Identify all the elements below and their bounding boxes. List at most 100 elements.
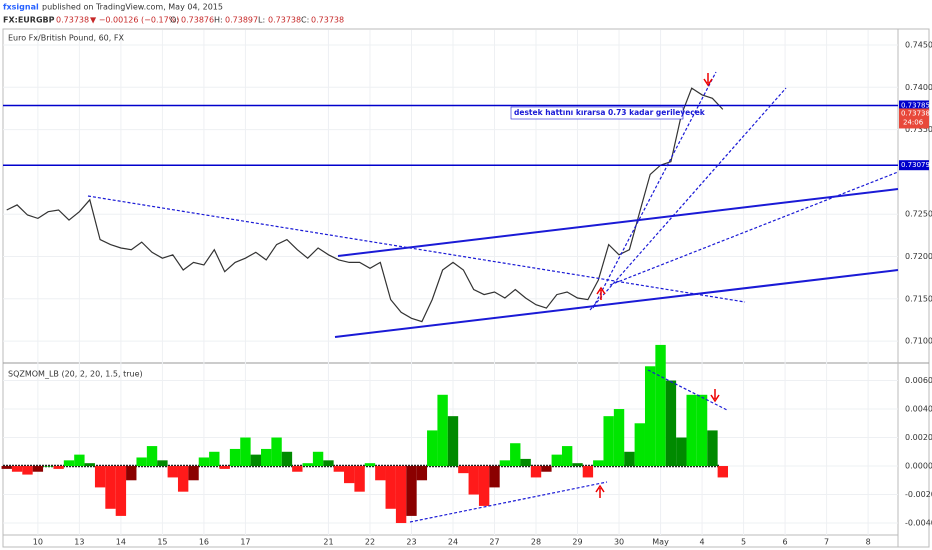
pane-title: Euro Fx/British Pound, 60, FX [8,34,124,43]
symbol: FX:EURGBP [3,16,55,25]
momentum-bar [32,466,44,472]
open-label: O: [170,16,179,25]
momentum-bar [157,460,168,467]
momentum-bar [686,394,697,467]
momentum-bar [312,451,324,467]
x-tick-label: 7 [824,538,829,547]
high: 0.73897 [225,16,258,25]
price-line [6,87,724,323]
momentum-bar [561,446,573,467]
x-tick-label: 10 [33,538,43,547]
level-label: 0.73079 [901,161,930,169]
momentum-bar [499,460,511,467]
momentum-bar [1,466,12,469]
momentum-bar [250,454,261,467]
momentum-bar [520,458,531,467]
momentum-bar [458,466,469,474]
channel-line [337,188,899,257]
arrow-down [703,73,713,87]
annotation: destek hattını kırarsa 0.73 kadar gerile… [514,108,706,117]
trend-line [592,71,717,309]
momentum-bar [53,466,64,469]
momentum-bar [717,466,729,478]
x-tick-label: 27 [489,538,499,547]
momentum-bar [478,466,490,506]
momentum-bar [655,344,666,467]
momentum-bar [634,423,645,467]
low: 0.73738 [268,16,301,25]
x-tick-label: May [652,538,669,547]
momentum-bar [530,466,542,478]
last: 0.73738 [56,16,89,25]
level-tag [899,160,929,171]
x-tick-label: 4 [700,538,705,547]
x-tick-label: 13 [74,538,84,547]
momentum-bar [644,366,656,467]
momentum-bar [240,437,251,467]
momentum-bar [676,437,687,467]
indicator-title: SQZMOM_LB (20, 2, 20, 1.5, true) [8,370,143,379]
momentum-bar [437,394,448,467]
momentum-bar [364,463,376,467]
momentum-bar [385,466,396,509]
momentum-bar [167,466,178,478]
close-label: C: [301,16,309,25]
momentum-bar [447,416,459,467]
author[interactable]: fxsignal [3,3,39,12]
trend-line [87,195,746,303]
momentum-bar [84,463,95,467]
momentum-bar [260,448,272,467]
momentum-bar [582,466,594,478]
momentum-bar [665,380,677,467]
momentum-bar [146,446,158,467]
trend-line [609,171,899,286]
momentum-bar [219,466,230,469]
momentum-bar [624,451,635,467]
open: 0.73876 [181,16,214,25]
momentum-bar [593,460,604,467]
momentum-bar [74,454,85,467]
arrow-up [595,484,605,498]
x-tick-label: 17 [240,538,250,547]
momentum-bar [292,466,303,472]
momentum-bar [177,466,189,492]
x-tick-label: 28 [531,538,541,547]
momentum-bar [395,466,407,524]
x-tick-label: 21 [323,538,333,547]
frame [2,28,930,548]
momentum-bar [105,466,116,509]
momentum-bar [541,466,552,472]
x-tick-label: 23 [406,538,416,547]
channel-line [334,269,899,338]
momentum-bar [551,454,562,467]
y-tick-label: -0.0020 [905,490,932,499]
last-label: 0.73738 [901,109,930,117]
momentum-bar [136,457,147,467]
level-label: 0.73785 [901,101,930,109]
momentum-bar [613,409,625,467]
arrow-up [596,286,606,300]
momentum-bar [281,451,293,467]
momentum-bar [572,463,583,467]
published: published on TradingView.com, May 04, 20… [42,3,223,12]
momentum-bar [354,466,365,492]
last-tag [899,108,929,129]
momentum-bar [489,466,500,488]
trend-line [409,481,608,523]
x-tick-label: 29 [572,538,582,547]
x-tick-label: 16 [199,538,209,547]
momentum-bar [115,466,127,516]
trend-line [589,87,787,311]
momentum-bar [416,466,428,481]
momentum-bar [333,466,345,472]
marks [1,87,898,524]
x-tick-label: 15 [157,538,167,547]
y-tick-label: 0.0040 [905,405,932,414]
y-tick-label: 0.0020 [905,433,932,442]
y-tick-label: 0.0000 [905,462,932,471]
x-tick-label: 24 [448,538,458,547]
